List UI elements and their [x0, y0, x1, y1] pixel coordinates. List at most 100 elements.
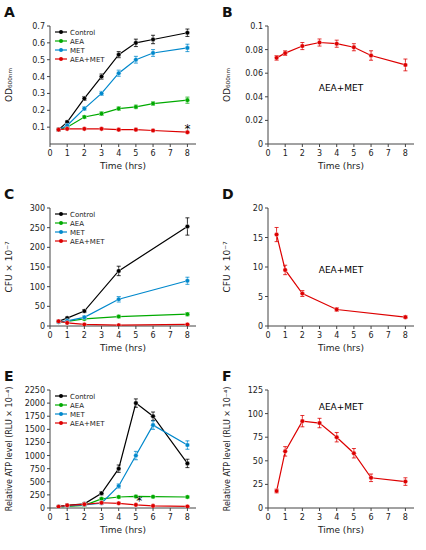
series-line [59, 281, 188, 322]
data-point [151, 128, 156, 133]
y-tick-label: 100 [248, 410, 263, 419]
x-tick-label: 3 [99, 149, 104, 158]
error-bar [151, 35, 155, 43]
error-bar [318, 39, 322, 46]
legend-label: MET [70, 47, 85, 55]
x-tick [302, 326, 303, 329]
x-tick [319, 326, 320, 329]
x-tick [101, 326, 102, 329]
x-tick-label: 0 [47, 513, 52, 522]
annotation: AEA+MET [319, 265, 364, 275]
x-tick-label: 2 [82, 513, 87, 522]
y-tick [47, 76, 50, 77]
data-point [274, 489, 279, 494]
series [56, 421, 189, 508]
data-point [151, 423, 156, 428]
data-point [300, 291, 305, 296]
legend-marker [59, 403, 63, 407]
series-line [59, 503, 188, 507]
x-tick-label: 1 [283, 331, 288, 340]
legend-label: AEA [70, 402, 84, 410]
y-tick-label: 15 [253, 234, 263, 243]
x-tick-label: 7 [168, 149, 173, 158]
data-point [82, 96, 87, 101]
x-tick-label: 6 [369, 331, 374, 340]
data-point [185, 46, 190, 51]
data-point [116, 495, 121, 500]
x-tick-label: 8 [403, 331, 408, 340]
data-point [185, 98, 190, 103]
panel-title: C [4, 186, 14, 202]
y-tick-label: 750 [30, 465, 45, 474]
data-point [185, 495, 190, 500]
data-point [134, 453, 139, 458]
series-line [59, 226, 188, 321]
x-tick-label: 3 [99, 513, 104, 522]
x-axis-label: Time (hrs) [99, 525, 146, 535]
error-bar [82, 107, 86, 110]
error-bar [134, 56, 138, 63]
data-point [99, 501, 104, 506]
y-tick-label: 0.04 [245, 93, 263, 102]
x-tick-label: 8 [185, 149, 190, 158]
data-point [334, 41, 339, 46]
data-point [274, 56, 279, 61]
y-tick-label: 50 [253, 457, 263, 466]
y-tick [47, 455, 50, 456]
error-bar [185, 44, 189, 51]
x-tick [336, 144, 337, 147]
data-point [99, 111, 104, 116]
data-point [185, 278, 190, 283]
series [56, 312, 189, 324]
data-point [82, 115, 87, 120]
x-tick [187, 508, 188, 511]
x-axis-label: Time (hrs) [317, 161, 364, 171]
y-tick-label: 1500 [25, 425, 45, 434]
data-point [56, 319, 61, 324]
error-bar [335, 40, 339, 47]
data-point [403, 315, 408, 320]
panel-title: A [4, 4, 15, 20]
x-tick [319, 144, 320, 147]
y-tick-label: 1750 [25, 412, 45, 421]
y-tick-label: 0.2 [32, 106, 45, 115]
y-axis-label: OD₆₀₀ₙₘ [4, 68, 14, 102]
data-point [300, 419, 305, 424]
error-bar [134, 399, 138, 407]
y-tick-label: 1250 [25, 438, 45, 447]
error-bar [134, 105, 138, 108]
legend-marker [59, 421, 63, 425]
panel-title: D [222, 186, 234, 202]
x-tick [118, 508, 119, 511]
x-tick [170, 326, 171, 329]
error-bar [352, 449, 356, 458]
legend-marker [59, 230, 63, 234]
x-tick [135, 508, 136, 511]
plot-area [56, 399, 189, 508]
x-tick [371, 326, 372, 329]
x-axis-line [50, 144, 196, 145]
y-tick [47, 429, 50, 430]
y-tick [265, 390, 268, 391]
y-tick [47, 110, 50, 111]
x-axis-label: Time (hrs) [99, 161, 146, 171]
y-tick-label: 50 [35, 302, 45, 311]
x-tick [67, 508, 68, 511]
x-tick [50, 144, 51, 147]
x-tick-label: 4 [116, 331, 121, 340]
data-point [56, 504, 61, 508]
x-tick-label: 4 [334, 331, 339, 340]
annotation: AEA+MET [319, 83, 364, 93]
x-tick [84, 508, 85, 511]
x-tick-label: 7 [168, 513, 173, 522]
x-tick [405, 144, 406, 147]
y-tick-label: 0.7 [32, 22, 45, 31]
data-point [317, 40, 322, 45]
y-tick-label: 0 [258, 504, 263, 513]
y-tick [47, 442, 50, 443]
legend-label: AEA+MET [70, 238, 105, 246]
y-tick-label: 5 [258, 293, 263, 302]
y-tick [265, 49, 268, 50]
series [56, 29, 189, 132]
panel: 0123456780.10.20.30.40.50.60.7Time (hrs)… [4, 4, 196, 171]
